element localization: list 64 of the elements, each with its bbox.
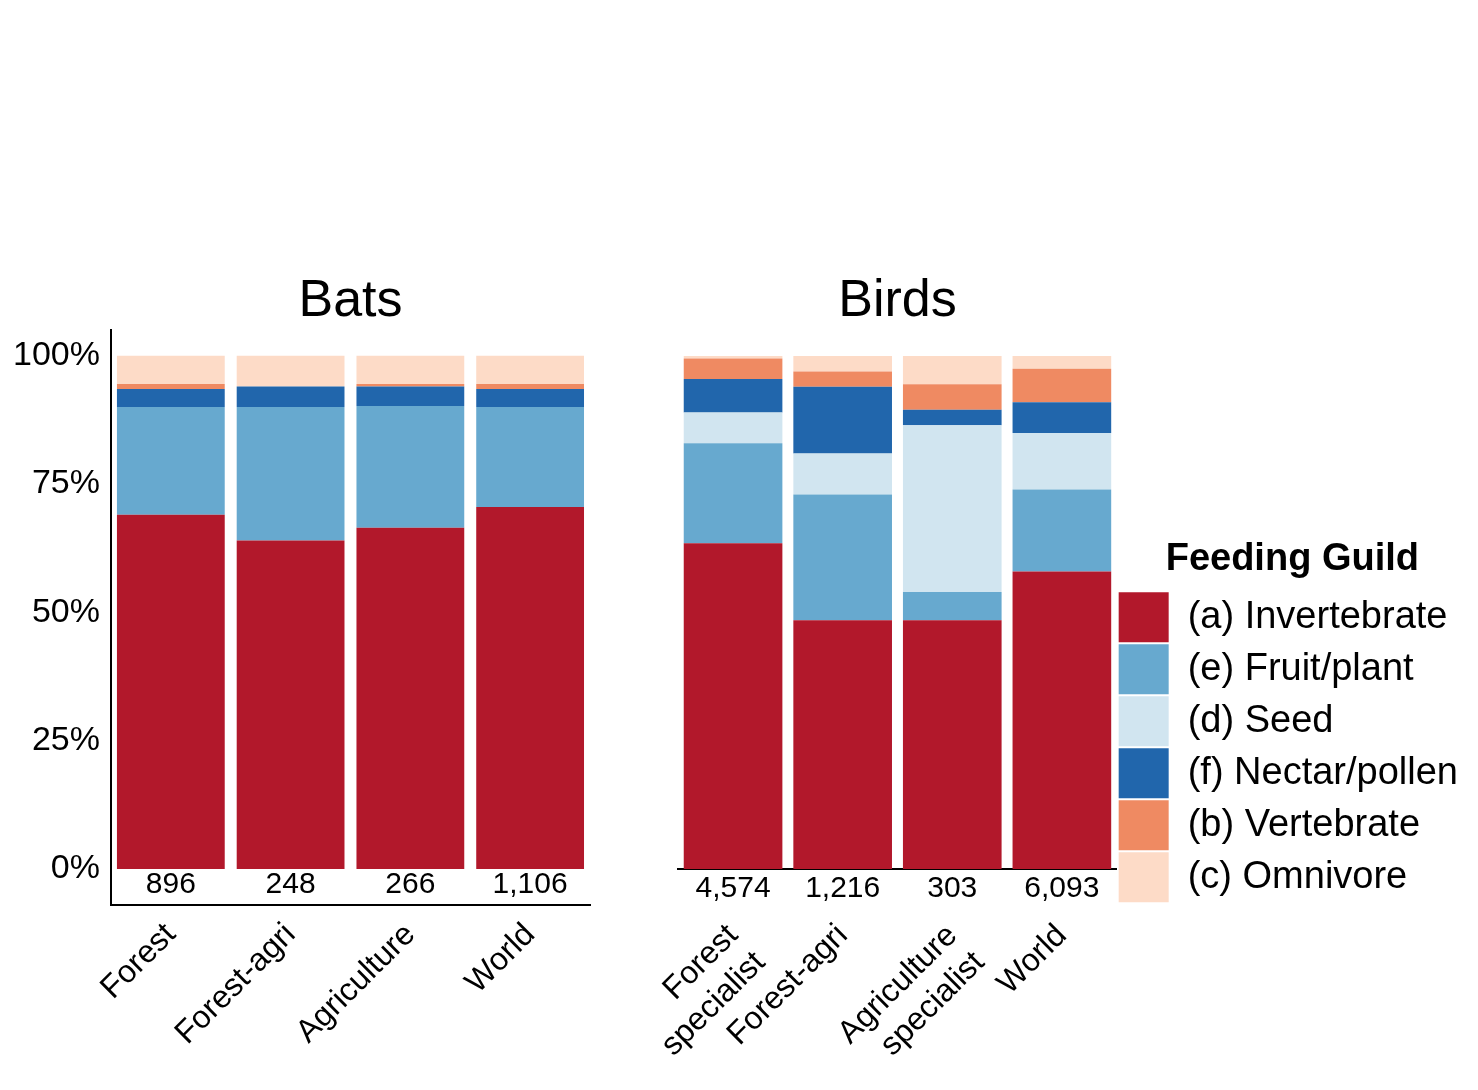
bar — [683, 412, 783, 444]
chart-title: Birds — [838, 269, 957, 328]
text: 4,574 — [695, 870, 771, 904]
legend-label: (d) Seed — [1187, 697, 1334, 740]
bar — [793, 371, 892, 387]
y-tick-label: 0% — [50, 847, 100, 886]
bar — [793, 386, 892, 454]
bar — [793, 494, 892, 621]
annotation: 896 — [145, 866, 196, 900]
bar — [116, 389, 225, 408]
bar — [1012, 402, 1112, 433]
legend-label: (e) Fruit/plant — [1187, 645, 1415, 688]
bar — [476, 389, 585, 408]
y-tick-label: 25% — [31, 719, 100, 758]
bar — [476, 507, 585, 870]
bar — [476, 383, 585, 390]
bar — [116, 407, 225, 515]
chart-title: Bats — [298, 269, 403, 328]
bar — [116, 514, 225, 870]
bar — [476, 355, 585, 384]
y-tick-label: 50% — [31, 590, 100, 629]
text: 6,093 — [1024, 870, 1100, 904]
bar — [1012, 432, 1112, 490]
bar — [683, 379, 783, 413]
bar — [236, 540, 345, 870]
bar — [116, 383, 225, 390]
bar — [356, 405, 465, 528]
bar — [902, 620, 1002, 869]
bar — [902, 409, 1002, 426]
bar — [116, 355, 225, 384]
bar — [1012, 489, 1112, 572]
legend-label: (b) Vertebrate — [1187, 801, 1421, 844]
annotation: 1,106 — [492, 866, 568, 900]
bar — [683, 543, 783, 869]
bar — [1012, 368, 1112, 403]
text: 303 — [927, 870, 978, 904]
bar — [236, 386, 345, 408]
bar — [356, 527, 465, 870]
legend-label: (f) Nectar/pollen — [1187, 749, 1458, 792]
bar — [356, 355, 465, 384]
legend-label: (c) Omnivore — [1187, 853, 1408, 896]
bar — [683, 356, 783, 359]
bar — [902, 591, 1002, 621]
bar — [793, 453, 892, 495]
bar — [476, 407, 585, 508]
bar — [236, 407, 345, 541]
bar — [683, 358, 783, 380]
y-tick-label: 75% — [31, 462, 100, 501]
bar — [793, 620, 892, 869]
annotation: 266 — [385, 866, 436, 900]
bar — [356, 386, 465, 406]
bar — [902, 356, 1002, 385]
y-tick-label: 100% — [12, 334, 100, 373]
bar — [793, 356, 892, 372]
bar — [1012, 571, 1112, 869]
legend-title: Feeding Guild — [1165, 536, 1419, 579]
legend-label: (a) Invertebrate — [1187, 593, 1448, 636]
bar — [236, 355, 345, 387]
bar — [1012, 356, 1112, 369]
bar — [902, 425, 1002, 592]
annotation: 248 — [265, 866, 316, 900]
bar — [902, 384, 1002, 410]
text: 1,216 — [805, 870, 881, 904]
bar — [683, 443, 783, 544]
